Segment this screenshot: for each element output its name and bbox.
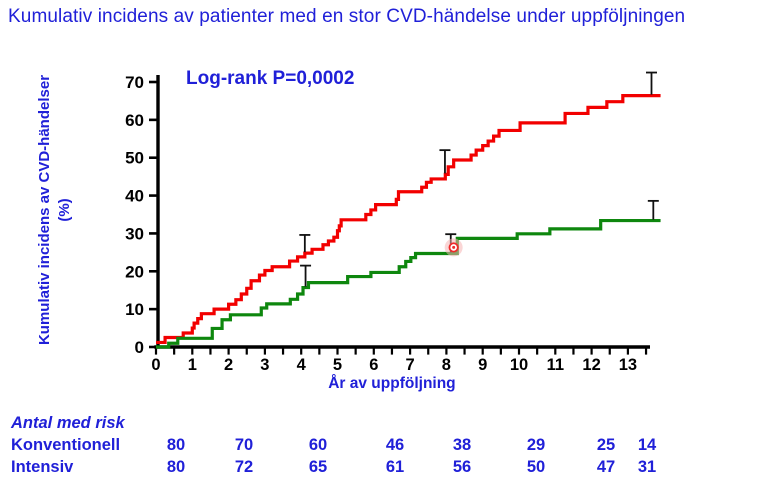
risk-count: 47 [596, 458, 616, 476]
risk-count: 80 [166, 436, 186, 454]
svg-text:6: 6 [369, 356, 378, 374]
svg-text:0: 0 [151, 356, 160, 374]
svg-text:70: 70 [125, 73, 144, 92]
risk-row-label: Intensiv [11, 458, 74, 476]
svg-text:5: 5 [333, 356, 342, 374]
risk-count: 38 [452, 436, 472, 454]
risk-row-label: Konventionell [11, 436, 121, 454]
svg-text:10: 10 [125, 300, 144, 319]
error-bars [299, 71, 659, 287]
svg-text:7: 7 [406, 356, 415, 374]
svg-text:13: 13 [619, 356, 637, 374]
log-rank-annotation: Log-rank P=0,0002 [186, 68, 355, 89]
svg-text:60: 60 [125, 111, 144, 130]
svg-text:20: 20 [125, 262, 144, 281]
svg-text:50: 50 [125, 149, 144, 168]
risk-count: 70 [234, 436, 254, 454]
risk-count: 80 [166, 458, 186, 476]
risk-count: 25 [596, 436, 616, 454]
risk-count: 72 [234, 458, 254, 476]
risk-table-row-intensiv: Intensiv 80 72 65 61 56 50 47 31 [11, 458, 656, 477]
km-chart: 0 10 20 30 40 50 60 70 0 1 2 3 4 5 6 7 8 9 10 11 12 13 År av u… [0, 55, 773, 405]
y-axis-tick-labels: 0 10 20 30 40 50 60 70 [125, 73, 144, 357]
risk-table-row-konventionell: Konventionell 80 70 60 46 38 29 25 14 [11, 436, 656, 455]
risk-count: 60 [308, 436, 328, 454]
risk-count: 31 [637, 458, 657, 476]
series-konventionell [156, 94, 661, 345]
risk-count: 50 [526, 458, 546, 476]
svg-text:12: 12 [582, 356, 600, 374]
page-title: Kumulativ incidens av patienter med en s… [8, 6, 686, 27]
risk-count: 61 [385, 458, 405, 476]
risk-count: 29 [526, 436, 546, 454]
svg-text:2: 2 [224, 356, 233, 374]
svg-text:4: 4 [297, 356, 307, 374]
risk-count: 56 [452, 458, 472, 476]
svg-text:3: 3 [260, 356, 269, 374]
risk-count: 65 [308, 458, 328, 476]
risk-count: 14 [637, 436, 657, 454]
svg-text:10: 10 [510, 356, 528, 374]
x-axis-tick-labels: 0 1 2 3 4 5 6 7 8 9 10 11 12 13 [151, 356, 637, 374]
risk-table-heading: Antal med risk [11, 414, 125, 432]
svg-text:0: 0 [135, 338, 144, 357]
svg-text:1: 1 [188, 356, 197, 374]
x-axis-title: År av uppföljning [328, 375, 455, 392]
svg-text:11: 11 [547, 356, 564, 374]
series-intensiv [156, 218, 661, 349]
x-axis-ticks [154, 347, 648, 355]
pointer-dot-center [452, 245, 456, 249]
svg-text:40: 40 [125, 187, 144, 206]
svg-text:8: 8 [442, 356, 451, 374]
risk-count: 46 [385, 436, 405, 454]
svg-text:30: 30 [125, 224, 144, 243]
svg-text:9: 9 [478, 356, 487, 374]
